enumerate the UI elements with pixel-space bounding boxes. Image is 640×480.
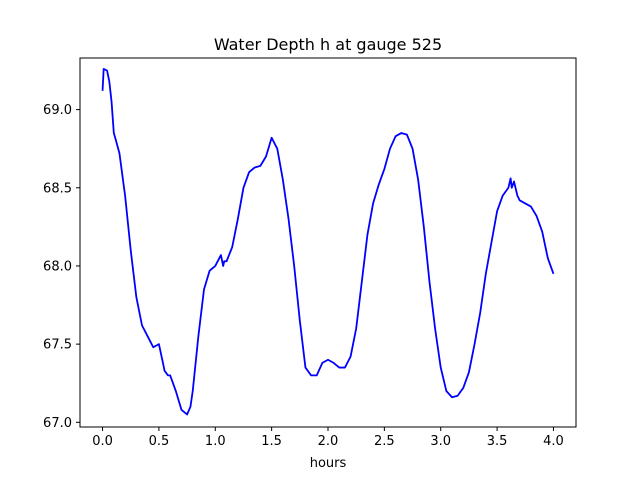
plot-frame	[79, 57, 577, 428]
x-tick-label: 2.5	[374, 434, 395, 449]
x-tick-label: 2.0	[318, 434, 339, 449]
y-tick-label: 69.0	[43, 103, 72, 118]
x-tick-label: 3.5	[487, 434, 508, 449]
axis-ticks: 0.0 0.5 1.0 1.5 2.0 2.5 3.0 3.5 4.0 67.0 67.5 68.0 6…	[43, 103, 564, 449]
x-tick-label: 3.0	[430, 434, 451, 449]
x-tick-label: 4.0	[543, 434, 564, 449]
x-axis-label: hours	[310, 456, 347, 471]
plot-area	[101, 68, 555, 416]
y-tick-label: 68.0	[43, 259, 72, 274]
series-line-0	[101, 68, 555, 416]
x-tick-label: 0.5	[149, 434, 170, 449]
y-tick-label: 67.5	[43, 338, 72, 353]
x-tick-label: 1.5	[261, 434, 282, 449]
chart-title: Water Depth h at gauge 525	[214, 35, 442, 54]
y-tick-label: 67.0	[43, 416, 72, 431]
x-tick-label: 1.0	[205, 434, 226, 449]
y-tick-label: 68.5	[43, 181, 72, 196]
x-tick-label: 0.0	[92, 434, 113, 449]
